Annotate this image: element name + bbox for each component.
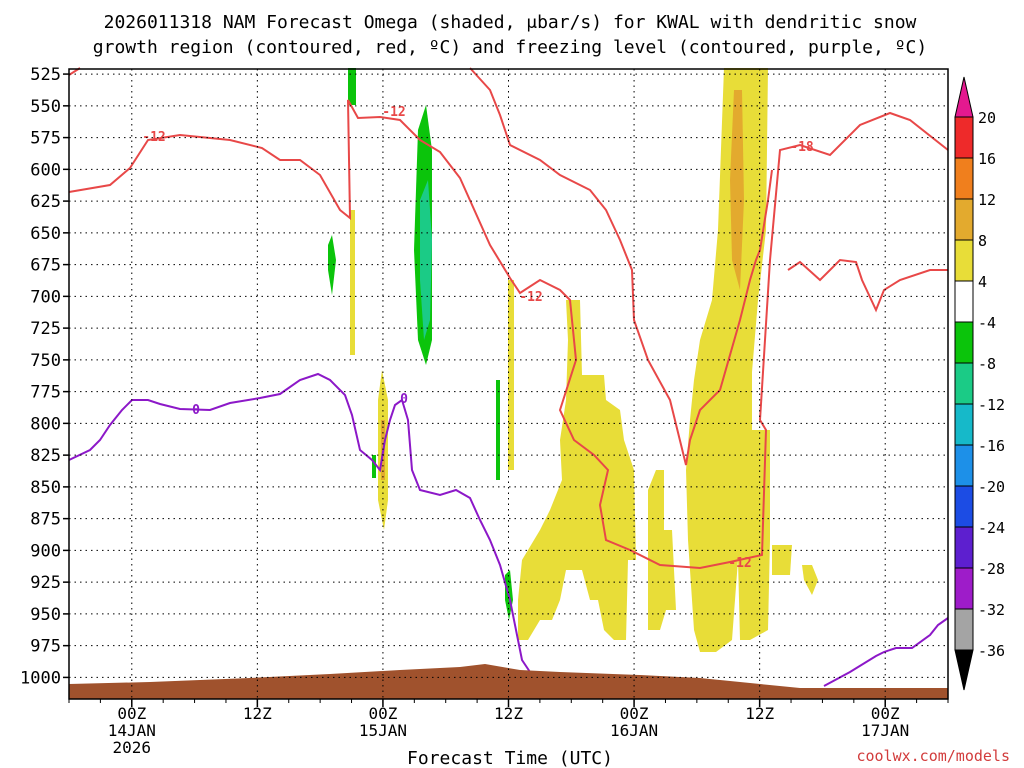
- y-tick-label: 925: [30, 573, 61, 593]
- dgz-label: -12: [142, 130, 165, 145]
- y-tick-label: 825: [30, 446, 61, 466]
- dgz-label: -12: [382, 105, 405, 120]
- colorbar-segment: [954, 198, 974, 241]
- omega-region-negative: [496, 380, 500, 480]
- y-tick-label: 575: [30, 129, 61, 149]
- freezing-label: 0: [400, 392, 408, 407]
- chart-title-line1: 2026011318 NAM Forecast Omega (shaded, μ…: [104, 12, 917, 33]
- colorbar-label: -28: [978, 560, 1005, 578]
- x-date-label: 16JAN: [610, 721, 658, 740]
- omega-region-negative: [328, 235, 336, 295]
- omega-colorbar: 20 16 12 8 4 -4 -8 -12 -16 -20 -24 -28 -32 -36: [954, 76, 1005, 691]
- omega-region-strong: [730, 90, 744, 290]
- colorbar-label: -8: [978, 355, 996, 373]
- y-tick-label: 650: [30, 224, 61, 244]
- colorbar-segment: [954, 485, 974, 528]
- y-axis: 525 550 575 600 625 650 675 700 725 750 775 800 825 8…: [20, 65, 69, 688]
- credit-text: coolwx.com/models: [856, 747, 1010, 765]
- colorbar-segment: [954, 321, 974, 364]
- colorbar-under-arrow: [954, 649, 974, 691]
- y-tick-label: 750: [30, 351, 61, 371]
- colorbar-segment: [954, 280, 974, 323]
- y-tick-label: 900: [30, 541, 61, 561]
- y-tick-label: 850: [30, 478, 61, 498]
- y-tick-label: 525: [30, 65, 61, 85]
- freezing-label: 0: [192, 403, 200, 418]
- colorbar-label: 16: [978, 150, 996, 168]
- x-date-label: 17JAN: [861, 721, 909, 740]
- colorbar-segment: [954, 116, 974, 159]
- colorbar-label: 4: [978, 273, 987, 291]
- dgz-contour: [787, 258, 948, 313]
- y-tick-label: 700: [30, 287, 61, 307]
- colorbar-segment: [954, 403, 974, 446]
- colorbar-label: -4: [978, 314, 996, 332]
- y-tick-label: 800: [30, 414, 61, 434]
- freezing-line: [823, 617, 949, 687]
- colorbar-segment: [954, 239, 974, 282]
- chart-title-line2: growth region (contoured, red, ºC) and f…: [93, 37, 927, 58]
- omega-region-positive: [802, 565, 818, 595]
- omega-region-positive: [508, 280, 514, 470]
- y-tick-label: 725: [30, 319, 61, 339]
- terrain-fill: [69, 664, 948, 699]
- colorbar-over-arrow: [954, 76, 974, 118]
- dgz-label: -18: [790, 140, 814, 155]
- colorbar-segment: [954, 362, 974, 405]
- colorbar-segment: [954, 567, 974, 610]
- dgz-label: -12: [728, 556, 751, 571]
- dgz-label: -12: [519, 290, 542, 305]
- colorbar-segment: [954, 608, 974, 651]
- colorbar-label: -32: [978, 601, 1005, 619]
- y-tick-label: 1000: [20, 668, 61, 688]
- x-axis-title: Forecast Time (UTC): [407, 748, 613, 768]
- colorbar-label: 12: [978, 191, 996, 209]
- colorbar-segment: [954, 526, 974, 569]
- colorbar-label: 8: [978, 232, 987, 250]
- x-date-label: 14JAN: [108, 721, 156, 740]
- omega-region-negative: [348, 68, 356, 105]
- colorbar-label: 20: [978, 109, 996, 127]
- y-tick-label: 950: [30, 605, 61, 625]
- y-tick-label: 875: [30, 510, 61, 530]
- y-tick-label: 550: [30, 97, 61, 117]
- x-tick-label: 12Z: [243, 704, 272, 723]
- y-tick-label: 975: [30, 637, 61, 657]
- omega-region-positive: [648, 470, 676, 630]
- dgz-contour: [68, 99, 949, 570]
- x-tick-label: 00Z: [368, 704, 397, 723]
- omega-region-positive: [350, 210, 355, 355]
- grid-lines: [69, 69, 948, 699]
- x-tick-label: 12Z: [745, 704, 774, 723]
- colorbar-label: -36: [978, 642, 1005, 660]
- colorbar-label: -24: [978, 519, 1005, 537]
- omega-region-positive: [518, 300, 636, 640]
- x-year-label: 2026: [113, 738, 152, 757]
- x-tick-label: 12Z: [494, 704, 523, 723]
- omega-region-positive: [772, 545, 792, 575]
- x-tick-label: 00Z: [117, 704, 146, 723]
- y-tick-label: 600: [30, 160, 61, 180]
- x-date-label: 15JAN: [359, 721, 407, 740]
- colorbar-label: -20: [978, 478, 1005, 496]
- omega-region-negative: [372, 455, 376, 478]
- plot-area: -12 -12 -12 -12 -18 0 0 525 550 575 600 625 6…: [20, 65, 949, 757]
- y-tick-label: 675: [30, 256, 61, 276]
- colorbar-label: -16: [978, 437, 1005, 455]
- y-tick-label: 775: [30, 383, 61, 403]
- x-tick-label: 00Z: [871, 704, 900, 723]
- x-tick-label: 00Z: [620, 704, 649, 723]
- y-tick-label: 625: [30, 192, 61, 212]
- colorbar-label: -12: [978, 396, 1005, 414]
- colorbar-segment: [954, 444, 974, 487]
- colorbar-segment: [954, 157, 974, 200]
- omega-region-stronger-negative: [420, 180, 432, 340]
- dgz-contour: [469, 67, 773, 466]
- dgz-contours: -12 -12 -12 -12 -18: [68, 67, 949, 571]
